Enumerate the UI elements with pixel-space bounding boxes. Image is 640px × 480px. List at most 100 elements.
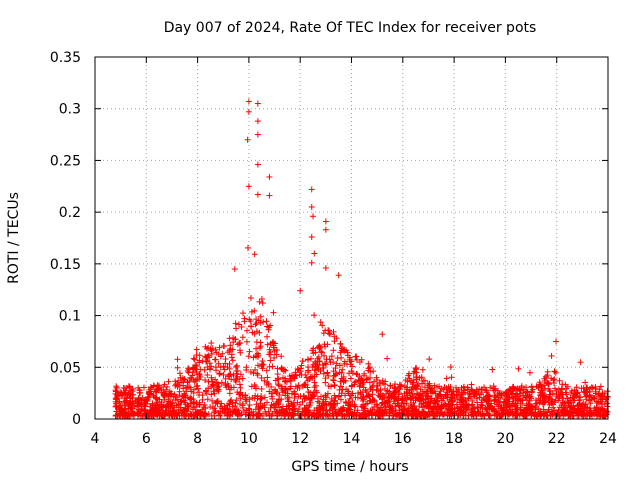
data-point xyxy=(445,383,452,390)
data-point xyxy=(250,408,257,415)
data-point xyxy=(313,363,320,370)
data-point xyxy=(251,307,258,314)
data-point xyxy=(120,412,127,419)
x-tick-label: 12 xyxy=(291,431,309,447)
data-point xyxy=(338,354,345,361)
data-point xyxy=(232,403,239,410)
data-point xyxy=(599,390,606,397)
data-point xyxy=(270,344,277,351)
data-point xyxy=(226,335,233,342)
y-tick-label: 0.1 xyxy=(59,309,81,325)
data-point xyxy=(204,396,211,403)
data-point xyxy=(229,357,236,364)
data-point xyxy=(342,392,349,399)
data-point xyxy=(171,404,178,411)
data-point xyxy=(565,399,572,406)
data-point xyxy=(387,382,394,389)
data-point xyxy=(316,407,323,414)
data-point xyxy=(254,370,261,377)
data-point xyxy=(245,108,252,115)
data-point xyxy=(556,377,563,384)
data-point xyxy=(550,404,557,411)
data-point xyxy=(369,409,376,416)
data-point xyxy=(551,385,558,392)
data-point xyxy=(377,393,384,400)
data-point xyxy=(360,404,367,411)
data-point xyxy=(308,395,315,402)
data-point xyxy=(187,394,194,401)
data-point xyxy=(298,362,305,369)
data-point xyxy=(333,335,340,342)
data-point xyxy=(598,393,605,400)
data-point xyxy=(523,394,530,401)
data-point xyxy=(483,398,490,405)
data-point xyxy=(500,407,507,414)
data-point xyxy=(323,356,330,363)
data-point xyxy=(235,321,242,328)
data-point xyxy=(455,408,462,415)
data-point xyxy=(482,386,489,393)
data-point xyxy=(257,396,264,403)
data-point xyxy=(423,389,430,396)
data-point xyxy=(496,412,503,419)
data-point xyxy=(508,391,515,398)
data-point xyxy=(248,323,255,330)
data-point xyxy=(207,346,214,353)
data-point xyxy=(141,407,148,414)
data-point xyxy=(332,365,339,372)
data-point xyxy=(582,389,589,396)
data-point xyxy=(281,378,288,385)
data-point xyxy=(242,394,249,401)
data-point xyxy=(398,403,405,410)
data-point xyxy=(193,346,200,353)
data-point xyxy=(380,410,387,417)
data-point xyxy=(506,403,513,410)
data-point xyxy=(507,406,514,413)
data-point xyxy=(521,406,528,413)
data-point xyxy=(327,400,334,407)
data-point xyxy=(399,397,406,404)
data-point xyxy=(448,374,455,381)
data-point xyxy=(253,316,260,323)
data-point xyxy=(317,319,324,326)
data-point xyxy=(523,384,530,391)
data-point xyxy=(202,405,209,412)
data-point xyxy=(319,349,326,356)
data-point xyxy=(592,385,599,392)
data-point xyxy=(567,410,574,417)
data-point xyxy=(548,352,555,359)
data-point xyxy=(370,368,377,375)
data-point xyxy=(228,351,235,358)
data-point xyxy=(273,351,280,358)
data-point xyxy=(361,412,368,419)
data-point xyxy=(351,403,358,410)
data-point xyxy=(402,377,409,384)
data-point xyxy=(578,409,585,416)
data-point xyxy=(246,401,253,408)
data-point xyxy=(535,405,542,412)
data-point xyxy=(509,393,516,400)
data-point xyxy=(432,400,439,407)
data-point xyxy=(116,404,123,411)
data-point xyxy=(587,385,594,392)
data-point xyxy=(216,344,223,351)
data-point xyxy=(257,319,264,326)
data-point xyxy=(227,398,234,405)
data-point xyxy=(222,360,229,367)
data-point xyxy=(455,412,462,419)
data-point xyxy=(213,349,220,356)
data-point xyxy=(363,376,370,383)
data-point xyxy=(313,412,320,419)
data-point xyxy=(381,385,388,392)
data-point xyxy=(153,411,160,418)
data-point xyxy=(317,406,324,413)
data-point xyxy=(351,379,358,386)
data-point xyxy=(137,390,144,397)
data-point xyxy=(190,355,197,362)
data-point xyxy=(163,410,170,417)
data-point xyxy=(337,378,344,385)
data-point xyxy=(499,407,506,414)
data-point xyxy=(319,412,326,419)
data-point xyxy=(535,395,542,402)
